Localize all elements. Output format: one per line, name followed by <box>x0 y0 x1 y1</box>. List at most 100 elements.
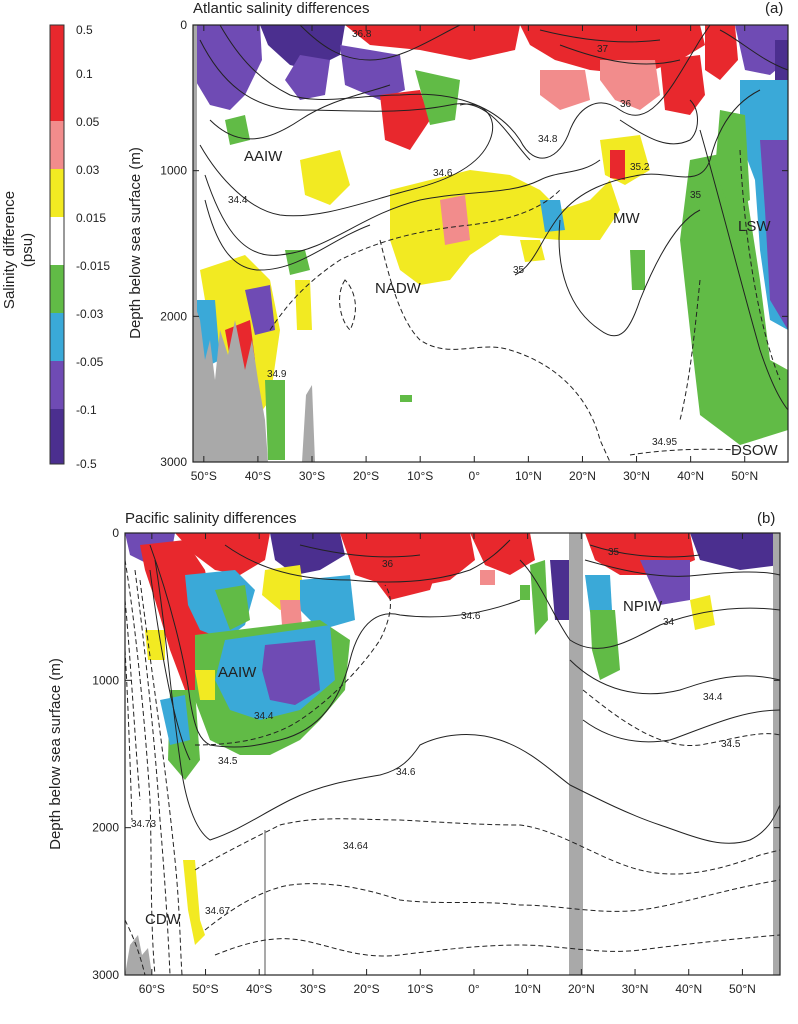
patch <box>183 860 205 945</box>
contour-line <box>582 689 781 747</box>
contour-line <box>699 129 789 411</box>
colorbar-tick: 0.015 <box>76 211 106 225</box>
contour-label: 34.67 <box>205 906 230 917</box>
y-tick-label: 0 <box>112 526 119 540</box>
x-tick-label: 40°N <box>675 982 702 996</box>
contour-label: 34.95 <box>652 437 677 448</box>
contour-line <box>224 539 511 583</box>
contour-line <box>569 659 781 695</box>
contour-line <box>719 29 789 71</box>
patch <box>215 585 250 630</box>
colorbar: 0.5 0.1 0.05 0.03 0.015 -0.015 -0.03 -0.… <box>1 23 110 471</box>
contour-line <box>558 209 701 337</box>
contour-line <box>204 159 601 256</box>
patch <box>520 240 545 262</box>
patch <box>265 380 285 460</box>
patch <box>705 25 738 80</box>
x-tick-label: 10°N <box>514 982 541 996</box>
contour-label: 35 <box>690 190 702 201</box>
bathymetry <box>193 25 315 462</box>
patch <box>360 560 440 600</box>
colorbar-frame <box>49 24 65 465</box>
patch <box>760 140 788 330</box>
contour-label: 36 <box>620 99 632 110</box>
contour-line <box>539 29 661 43</box>
x-tick-label: 30°S <box>299 469 325 483</box>
contour-line <box>139 579 183 976</box>
y-tick-label: 0 <box>180 18 187 32</box>
patch <box>590 610 620 680</box>
contour-label: 35.2 <box>630 162 650 173</box>
water-mass-label: NPIW <box>623 598 663 615</box>
contour-label: 34.4 <box>254 711 274 722</box>
x-tick-label: 20°S <box>353 469 379 483</box>
colorbar-swatch-indigo <box>50 409 64 464</box>
x-tick-label: 50°N <box>731 469 758 483</box>
contour-line <box>209 84 391 140</box>
contour-line <box>519 559 781 649</box>
contour-line <box>514 89 761 276</box>
contour-label: 35 <box>513 265 525 276</box>
patch <box>540 70 590 110</box>
panel-b-title: Pacific salinity differences <box>125 510 296 527</box>
patch <box>630 250 645 290</box>
colorbar-swatch-red <box>50 25 64 73</box>
x-tick-label: 10°N <box>515 469 542 483</box>
contour-line <box>204 199 371 271</box>
patch <box>295 280 312 330</box>
x-tick-label: 40°S <box>245 469 271 483</box>
colorbar-tick: -0.1 <box>76 403 97 417</box>
x-tick-label: 60°S <box>139 982 165 996</box>
patch <box>610 150 625 180</box>
patch <box>480 570 495 585</box>
colorbar-tick: 0.05 <box>76 115 100 129</box>
panel-b-dashed-contours <box>124 559 781 976</box>
x-tick-label: 20°S <box>354 982 380 996</box>
patch <box>262 565 305 610</box>
panel-b: Pacific salinity differences (b) <box>47 510 781 996</box>
patch <box>260 25 345 70</box>
panel-a-contours <box>199 24 789 411</box>
contour-label: 34.64 <box>343 841 368 852</box>
contour-line <box>199 103 494 217</box>
colorbar-tick: -0.015 <box>76 259 110 273</box>
y-tick-label: 3000 <box>92 968 119 982</box>
colorbar-swatch-green <box>50 265 64 313</box>
contour-label: 36.8 <box>352 29 372 40</box>
contour-line <box>739 149 781 381</box>
contour-line <box>124 559 156 976</box>
colorbar-label-line1: Salinity difference <box>1 191 18 309</box>
panel-a-ylabel: Depth below sea surface (m) <box>127 147 144 339</box>
panel-b-x-ticks: 60°S 50°S 40°S 30°S 20°S 10°S 0° 10°N 20°N 30°N 40… <box>139 533 756 996</box>
y-tick-label: 2000 <box>160 309 187 323</box>
patch <box>660 55 705 115</box>
patch <box>680 150 788 445</box>
colorbar-tick: 0.1 <box>76 67 93 81</box>
colorbar-swatch-pink <box>50 121 64 169</box>
patch <box>175 533 270 575</box>
x-tick-label: 0° <box>468 982 480 996</box>
colorbar-tick: 0.03 <box>76 163 100 177</box>
colorbar-tick: -0.05 <box>76 355 104 369</box>
contour-line <box>219 24 711 159</box>
patch <box>470 533 535 575</box>
contour-label: 34.73 <box>131 819 156 830</box>
contour-line <box>299 544 421 558</box>
contour-line <box>134 569 171 976</box>
panel-a-label: (a) <box>765 0 783 17</box>
patch <box>415 70 460 125</box>
contour-label: 34.5 <box>721 739 741 750</box>
panel-a-title: Atlantic salinity differences <box>193 0 369 17</box>
contour-line <box>214 934 781 957</box>
x-tick-label: 40°N <box>677 469 704 483</box>
colorbar-label-line2: (psu) <box>19 233 36 267</box>
contour-label: 37 <box>597 44 609 55</box>
water-mass-label: AAIW <box>218 664 257 681</box>
contour-label: 35 <box>608 547 620 558</box>
contour-label: 34.4 <box>228 195 248 206</box>
y-tick-label: 1000 <box>92 673 119 687</box>
panel-b-label: (b) <box>757 510 775 527</box>
patch <box>345 25 520 60</box>
patch <box>550 560 570 620</box>
